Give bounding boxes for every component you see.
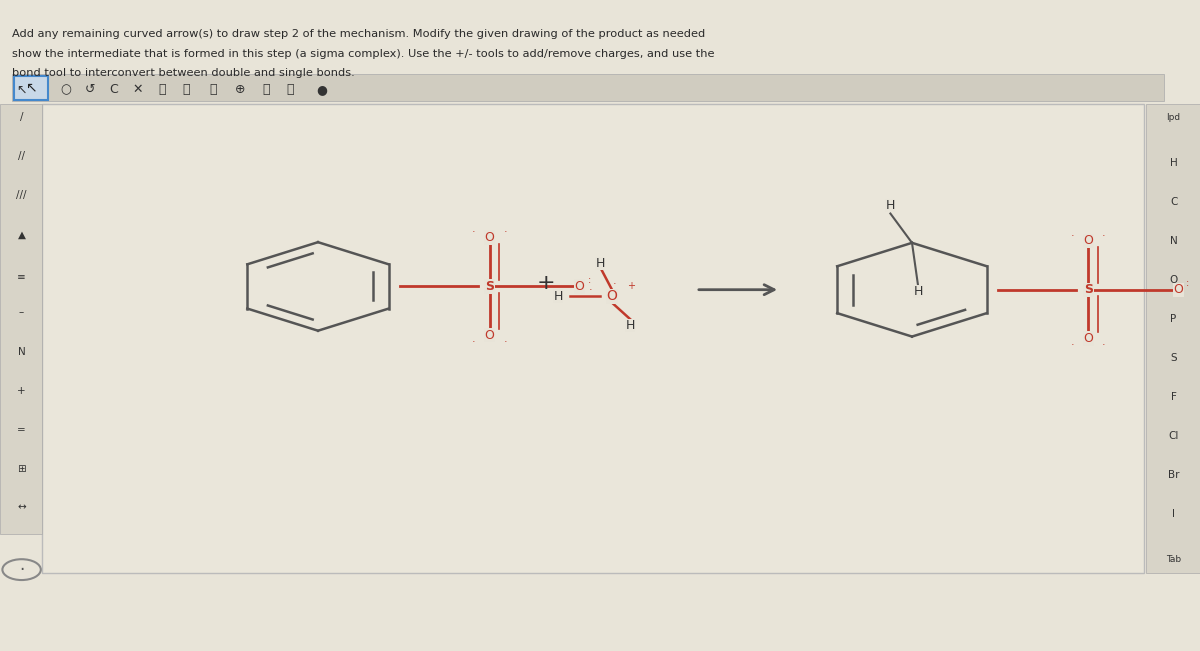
Text: 🔍: 🔍 — [210, 83, 217, 96]
Text: H: H — [625, 319, 635, 332]
Text: S: S — [1084, 283, 1093, 296]
Text: O: O — [1084, 234, 1093, 247]
FancyBboxPatch shape — [1146, 104, 1200, 573]
Text: Cl: Cl — [1169, 431, 1178, 441]
Text: ·: · — [1070, 230, 1075, 241]
Text: ✕: ✕ — [133, 83, 143, 96]
Text: ·: · — [472, 227, 476, 238]
Text: ↖: ↖ — [25, 80, 37, 94]
Text: C: C — [1170, 197, 1177, 207]
Text: H: H — [913, 285, 923, 298]
Text: C: C — [109, 83, 119, 96]
Text: ·: · — [1102, 340, 1106, 350]
Text: Tab: Tab — [1166, 555, 1181, 564]
Text: H: H — [886, 199, 895, 212]
Text: ·: · — [472, 337, 476, 347]
Text: P: P — [1170, 314, 1177, 324]
Text: O: O — [485, 231, 494, 244]
Text: ///: /// — [17, 190, 26, 201]
Text: =: = — [17, 424, 26, 435]
Text: +: + — [17, 385, 26, 396]
Text: O: O — [606, 289, 618, 303]
Text: ·: · — [503, 337, 508, 347]
FancyBboxPatch shape — [12, 74, 1164, 101]
Text: //: // — [18, 151, 25, 161]
Text: O: O — [1174, 283, 1183, 296]
Text: ·: · — [19, 561, 24, 579]
Text: ⊕: ⊕ — [235, 83, 245, 96]
FancyBboxPatch shape — [0, 104, 42, 534]
Text: ·: · — [1070, 340, 1075, 350]
Text: :: : — [1187, 278, 1189, 288]
Text: Add any remaining curved arrow(s) to draw step 2 of the mechanism. Modify the gi: Add any remaining curved arrow(s) to dra… — [12, 29, 706, 39]
Text: ≡: ≡ — [17, 271, 26, 282]
Text: 🔍: 🔍 — [287, 83, 294, 96]
Text: O: O — [575, 280, 584, 293]
Text: S: S — [485, 280, 494, 293]
Text: ▲: ▲ — [18, 229, 25, 240]
Text: /: / — [20, 112, 23, 122]
Text: ○: ○ — [60, 83, 72, 96]
Text: N: N — [18, 346, 25, 357]
Text: ⧉: ⧉ — [158, 83, 166, 96]
Text: ⊞: ⊞ — [17, 464, 26, 474]
Text: O: O — [485, 329, 494, 342]
Text: I: I — [1172, 509, 1175, 519]
Text: bond tool to interconvert between double and single bonds.: bond tool to interconvert between double… — [12, 68, 355, 78]
Text: O: O — [1170, 275, 1177, 285]
Text: +: + — [628, 281, 635, 291]
Text: H: H — [595, 257, 605, 270]
Text: show the intermediate that is formed in this step (a sigma complex). Use the +/-: show the intermediate that is formed in … — [12, 49, 714, 59]
FancyBboxPatch shape — [42, 104, 1144, 573]
Text: ⧉: ⧉ — [182, 83, 190, 96]
Text: ·: · — [612, 279, 617, 290]
Text: ↖: ↖ — [17, 83, 26, 96]
Text: ·: · — [1102, 230, 1106, 241]
Text: :: : — [588, 275, 590, 285]
Text: ↔: ↔ — [17, 503, 26, 513]
Text: F: F — [1171, 392, 1176, 402]
Text: ↺: ↺ — [85, 83, 95, 96]
Text: ●: ● — [316, 83, 328, 96]
Text: –: – — [19, 307, 24, 318]
Text: H: H — [1170, 158, 1177, 168]
Text: ·: · — [588, 284, 593, 295]
Text: lpd: lpd — [1166, 113, 1181, 122]
Text: N: N — [1170, 236, 1177, 246]
Text: Br: Br — [1168, 470, 1180, 480]
Text: O: O — [1084, 332, 1093, 345]
Text: +: + — [536, 273, 556, 293]
FancyBboxPatch shape — [14, 76, 48, 100]
Text: S: S — [1170, 353, 1177, 363]
Text: H: H — [553, 290, 563, 303]
Text: 🔍: 🔍 — [263, 83, 270, 96]
Text: ·: · — [503, 227, 508, 238]
